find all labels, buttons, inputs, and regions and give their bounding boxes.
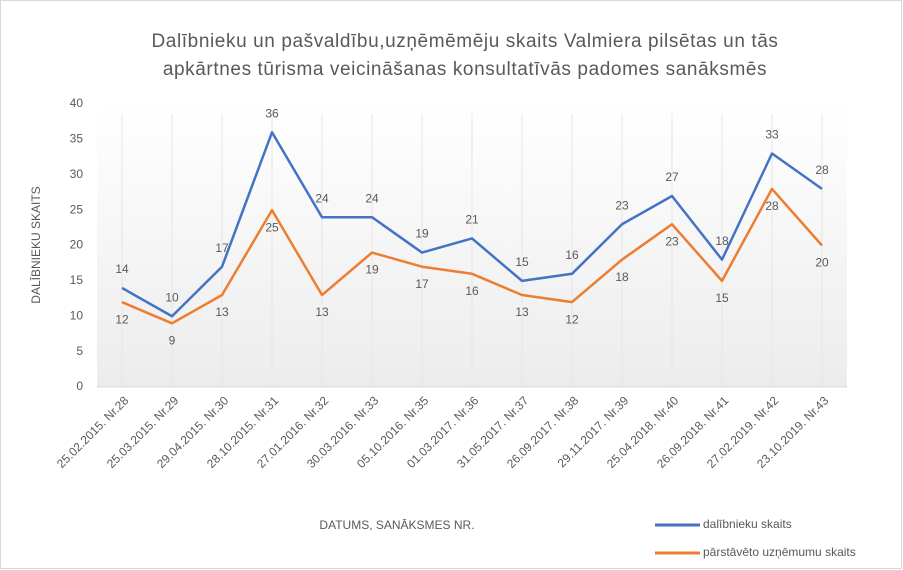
- data-label: 28: [815, 163, 829, 177]
- data-label: 19: [365, 263, 379, 277]
- legend-label: dalībnieku skaits: [703, 517, 792, 531]
- data-label: 17: [415, 277, 429, 291]
- data-label: 17: [215, 241, 229, 255]
- data-label: 33: [765, 128, 779, 142]
- data-label: 16: [465, 284, 479, 298]
- data-label: 24: [315, 191, 329, 205]
- data-label: 12: [565, 312, 579, 326]
- data-label: 20: [815, 256, 829, 270]
- data-label: 27: [665, 170, 679, 184]
- data-label: 21: [465, 213, 479, 227]
- chart-title: apkārtnes tūrisma veicināšanas konsultat…: [163, 59, 767, 80]
- y-axis-label: DALĪBNIEKU SKAITS: [29, 186, 43, 303]
- y-tick-label: 30: [70, 167, 84, 181]
- series-line: [121, 187, 823, 325]
- data-label: 25: [265, 220, 279, 234]
- data-label: 24: [365, 191, 379, 205]
- data-label: 13: [315, 305, 329, 319]
- data-label: 36: [265, 106, 279, 120]
- y-tick-label: 25: [70, 202, 84, 216]
- data-label: 18: [715, 234, 729, 248]
- data-label: 15: [515, 255, 529, 269]
- data-label: 13: [515, 305, 529, 319]
- data-label: 23: [615, 198, 629, 212]
- y-tick-label: 40: [70, 96, 84, 110]
- legend-label: pārstāvēto uzņēmumu skaits: [703, 545, 856, 559]
- series-line: [121, 131, 823, 318]
- data-label: 19: [415, 227, 429, 241]
- data-label: 23: [665, 234, 679, 248]
- data-label: 12: [115, 312, 129, 326]
- data-label: 28: [765, 199, 779, 213]
- data-label: 15: [715, 291, 729, 305]
- y-tick-label: 0: [76, 379, 83, 393]
- data-label: 13: [215, 305, 229, 319]
- data-label: 10: [165, 290, 179, 304]
- y-tick-label: 5: [76, 344, 83, 358]
- y-tick-label: 15: [70, 273, 84, 287]
- y-tick-label: 35: [70, 132, 84, 146]
- x-axis-label: DATUMS, SANĀKSMES NR.: [319, 518, 474, 532]
- data-label: 9: [169, 333, 176, 347]
- data-label: 18: [615, 270, 629, 284]
- y-tick-label: 20: [70, 238, 84, 252]
- data-label: 14: [115, 262, 129, 276]
- data-label: 16: [565, 248, 579, 262]
- y-tick-label: 10: [70, 308, 84, 322]
- chart-title: Dalībnieku un pašvaldību,uzņēmēmēju skai…: [151, 31, 778, 52]
